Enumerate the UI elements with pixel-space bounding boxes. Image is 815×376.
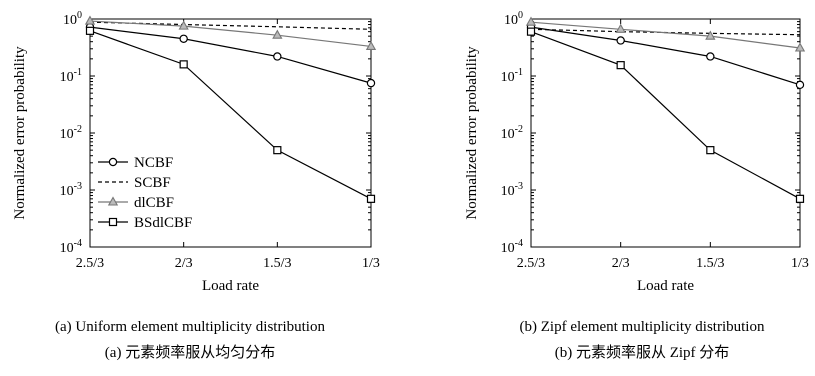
- y-tick-label: 10-2: [60, 124, 82, 142]
- series-line: [530, 31, 801, 200]
- triangle-marker: [272, 29, 283, 39]
- series-bsdlcbf: [85, 26, 376, 203]
- triangle-marker: [615, 23, 626, 33]
- x-tick-label: 2/3: [612, 256, 630, 271]
- y-axis-label: Normalized error probability: [12, 46, 28, 220]
- caption-english: (b) Zipf element multiplicity distributi…: [520, 319, 765, 335]
- plot-frame: [530, 18, 801, 248]
- x-tick-label: 1/3: [362, 256, 380, 271]
- series-scbf: [530, 28, 801, 36]
- legend-label: BSdlCBF: [134, 215, 192, 231]
- chart-panel-a: 10-4 10-3 10-2 10-1 100 2.5/3 2/3 1.5/3 1/3 Load …: [12, 10, 380, 361]
- triangle-marker: [178, 20, 189, 30]
- series-line: [530, 26, 801, 86]
- plot-frame: [89, 18, 372, 248]
- series-line: [89, 20, 372, 48]
- series-line: [89, 21, 372, 30]
- legend-label: dlCBF: [134, 195, 174, 211]
- x-tick-label: 2.5/3: [76, 256, 104, 271]
- chart-panel-b: 10-4 10-3 10-2 10-1 100 2.5/3 2/3 1.5/3 1/3 Load …: [464, 10, 809, 361]
- triangle-marker: [365, 40, 377, 50]
- y-axis-label: Normalized error probability: [464, 46, 480, 220]
- caption-chinese: (a) 元素频率服从均匀分布: [105, 344, 275, 361]
- square-marker: [366, 194, 376, 203]
- x-tick-label: 2.5/3: [517, 256, 545, 271]
- circle-marker: [706, 52, 715, 61]
- x-axis-label: Load rate: [637, 278, 694, 294]
- square-marker: [273, 146, 282, 155]
- series-line: [89, 30, 372, 200]
- legend-label: NCBF: [134, 155, 173, 171]
- circle-marker: [273, 52, 282, 61]
- y-axis: 10-4 10-3 10-2 10-1 100: [60, 10, 371, 256]
- square-marker: [795, 194, 805, 203]
- circle-marker: [179, 34, 188, 43]
- square-marker: [706, 146, 715, 155]
- y-tick-label: 10-1: [60, 67, 82, 85]
- y-tick-label: 100: [504, 10, 523, 28]
- x-tick-label: 1/3: [791, 256, 809, 271]
- y-tick-label: 100: [63, 10, 82, 28]
- x-tick-label: 1.5/3: [263, 256, 291, 271]
- y-tick-label: 10-4: [501, 238, 523, 256]
- circle-marker: [795, 80, 805, 90]
- series-dlcbf: [84, 15, 377, 50]
- legend-label: SCBF: [134, 175, 171, 191]
- caption-english: (a) Uniform element multiplicity distrib…: [55, 319, 325, 335]
- square-marker: [85, 26, 95, 35]
- series-bsdlcbf: [526, 27, 805, 203]
- x-axis: 2.5/3 2/3 1.5/3 1/3: [517, 19, 809, 271]
- circle-marker: [108, 157, 118, 167]
- series-line: [89, 26, 372, 84]
- square-marker: [108, 217, 118, 227]
- x-tick-label: 1.5/3: [696, 256, 724, 271]
- series-line: [530, 28, 801, 36]
- y-tick-label: 10-3: [60, 181, 82, 199]
- square-marker: [616, 61, 625, 70]
- series-scbf: [89, 21, 372, 30]
- series-line: [530, 21, 801, 49]
- y-tick-label: 10-2: [501, 124, 523, 142]
- triangle-marker: [705, 30, 716, 40]
- y-axis: 10-4 10-3 10-2 10-1 100: [501, 10, 800, 256]
- series-ncbf: [85, 22, 376, 88]
- circle-marker: [616, 36, 625, 45]
- y-tick-label: 10-1: [501, 67, 523, 85]
- x-tick-label: 2/3: [175, 256, 193, 271]
- x-axis: 2.5/3 2/3 1.5/3 1/3: [76, 19, 380, 271]
- x-axis-label: Load rate: [202, 278, 259, 294]
- triangle-marker: [525, 16, 537, 26]
- caption-chinese: (b) 元素频率服从 Zipf 分布: [555, 344, 730, 361]
- y-tick-label: 10-4: [60, 238, 82, 256]
- triangle-marker: [84, 15, 96, 25]
- y-tick-label: 10-3: [501, 181, 523, 199]
- triangle-marker: [794, 42, 806, 52]
- square-marker: [179, 60, 188, 69]
- square-marker: [526, 27, 536, 36]
- series-dlcbf: [525, 16, 806, 52]
- legend: NCBF SCBF dlCBF BSdlCBF: [98, 155, 192, 231]
- circle-marker: [366, 78, 376, 88]
- triangle-marker: [107, 196, 119, 206]
